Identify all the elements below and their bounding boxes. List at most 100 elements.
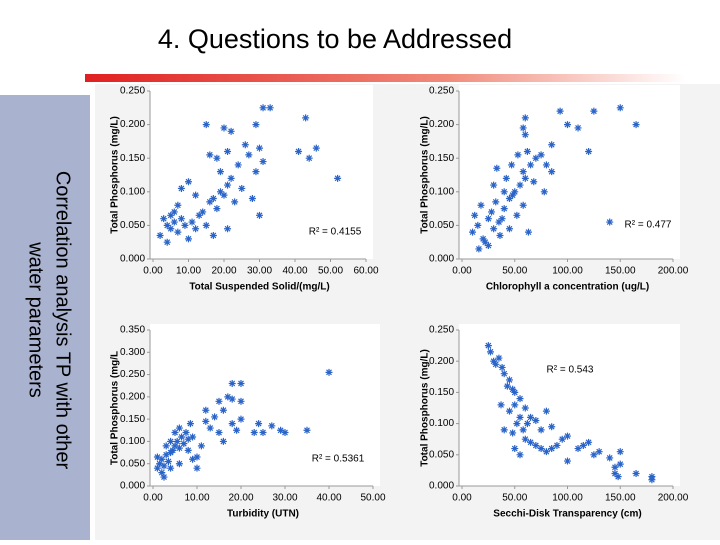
point [632, 470, 640, 478]
point [158, 469, 166, 477]
x-tick-label: 60.00 [353, 266, 378, 277]
point [224, 225, 232, 233]
point [237, 415, 245, 423]
y-tick-label: 0.100 [429, 418, 454, 429]
point [206, 424, 214, 432]
point [209, 195, 217, 203]
y-axis-label: Total Phosphorus (mg/L) [110, 116, 121, 234]
point [611, 470, 619, 478]
x-tick-label: 10.00 [176, 266, 201, 277]
x-axis-label: Chlorophyll a concentration (ug/L) [486, 282, 649, 293]
point [509, 429, 517, 437]
point [153, 464, 161, 472]
y-tick-label: 0.050 [120, 220, 145, 231]
point [632, 121, 640, 129]
y-tick-label: 0.150 [429, 387, 454, 398]
point [259, 429, 267, 437]
point [305, 154, 313, 162]
point [259, 158, 267, 166]
point [213, 154, 221, 162]
y-tick-label: 0.250 [120, 369, 145, 380]
point [167, 211, 175, 219]
point [471, 211, 479, 219]
point [496, 231, 504, 239]
point [524, 228, 532, 236]
y-tick-label: 0.200 [429, 119, 454, 130]
point [227, 174, 235, 182]
point [527, 438, 535, 446]
point [548, 141, 556, 149]
point [160, 462, 168, 470]
x-axis-label: Total Suspended Solid/(mg/L) [189, 282, 329, 293]
point [516, 413, 524, 421]
point [177, 215, 185, 223]
point [527, 413, 535, 421]
point [606, 454, 614, 462]
y-tick-label: 0.050 [120, 458, 145, 469]
point [500, 426, 508, 434]
point [511, 445, 519, 453]
point [513, 420, 521, 428]
point [237, 397, 245, 405]
x-tick-label: 50.00 [502, 493, 527, 504]
point [548, 423, 556, 431]
point [202, 121, 210, 129]
point [248, 195, 256, 203]
x-tick-label: 40.00 [316, 493, 341, 504]
point [537, 426, 545, 434]
x-tick-label: 50.00 [502, 266, 527, 277]
point [250, 429, 258, 437]
point [516, 181, 524, 189]
point [556, 107, 564, 115]
point [516, 451, 524, 459]
point [542, 448, 550, 456]
point [521, 174, 529, 182]
y-axis-label: Total Phosphorus (mg/L [110, 351, 121, 465]
point [228, 420, 236, 428]
point [252, 121, 260, 129]
point [182, 429, 190, 437]
point [219, 406, 227, 414]
point [167, 437, 175, 445]
point [585, 438, 593, 446]
point [532, 154, 540, 162]
point [505, 225, 513, 233]
point [209, 231, 217, 239]
x-tick-label: 50.00 [360, 493, 385, 504]
x-tick-label: 20.00 [211, 266, 236, 277]
point [595, 448, 603, 456]
point [477, 201, 485, 209]
point [590, 107, 598, 115]
point [503, 382, 511, 390]
point [202, 406, 210, 414]
point [178, 433, 186, 441]
point [163, 221, 171, 229]
y-tick-label: 0.350 [120, 325, 145, 336]
point [590, 451, 598, 459]
point [492, 198, 500, 206]
point [505, 376, 513, 384]
point [553, 441, 561, 449]
y-tick-label: 0.250 [429, 86, 454, 97]
point [484, 342, 492, 350]
point [266, 104, 274, 112]
point [542, 161, 550, 169]
point [241, 141, 249, 149]
point [189, 433, 197, 441]
point [202, 417, 210, 425]
point [256, 211, 263, 219]
point [500, 188, 508, 196]
point [167, 225, 175, 233]
point [173, 437, 181, 445]
y-tick-label: 0.100 [429, 186, 454, 197]
point [484, 215, 492, 223]
point [611, 463, 619, 471]
point [245, 151, 253, 159]
point [158, 455, 166, 463]
x-tick-label: 150.00 [605, 266, 636, 277]
y-tick-label: 0.200 [120, 391, 145, 402]
y-tick-label: 0.000 [429, 481, 454, 492]
x-tick-label: 40.00 [282, 266, 307, 277]
x-tick-label: 200.00 [658, 493, 689, 504]
